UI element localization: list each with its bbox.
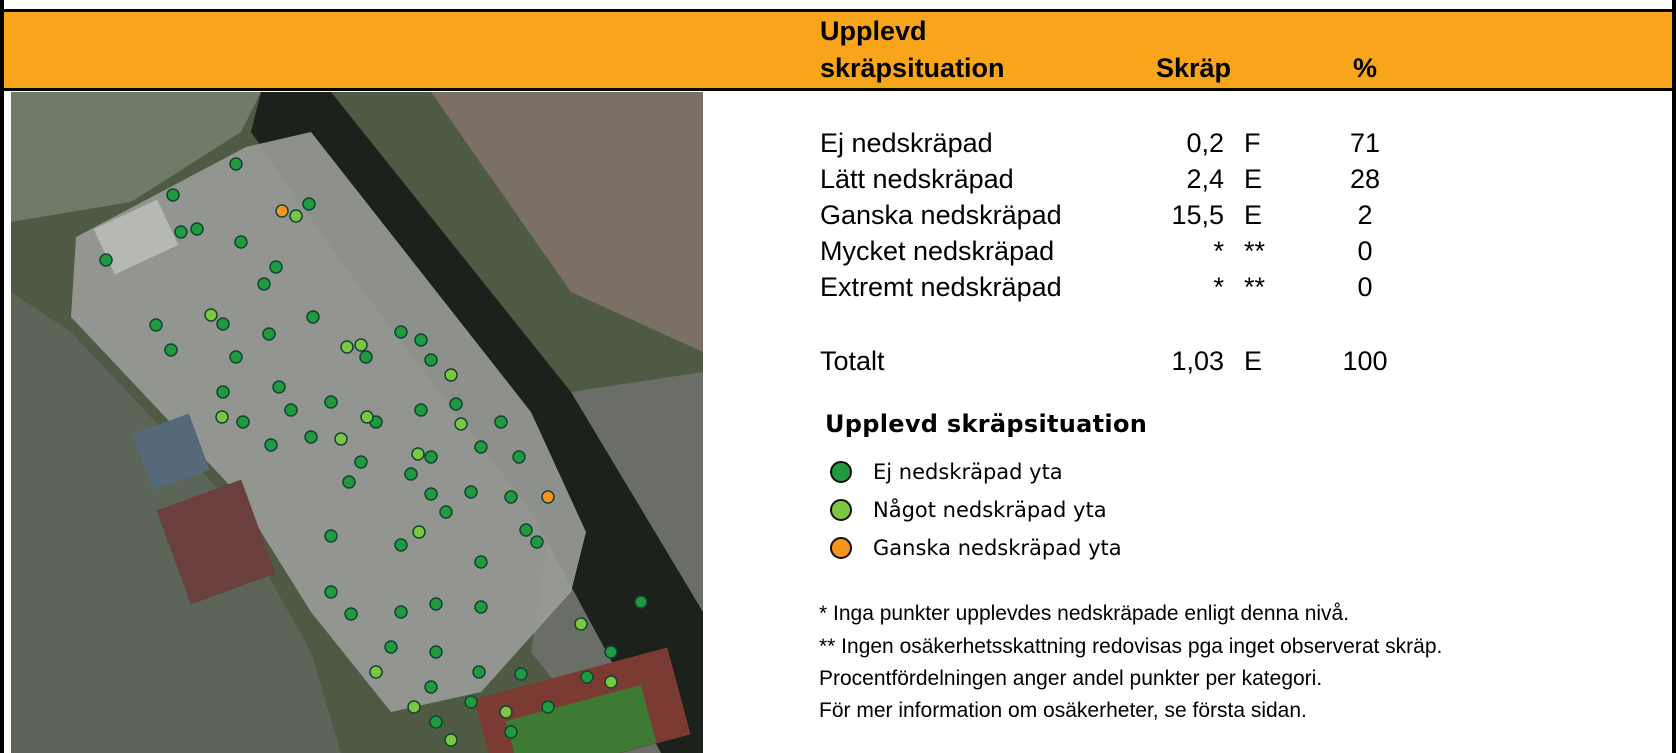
row-percent: 28: [1325, 161, 1405, 197]
page: Upplevd skräpsituation Skräp %: [0, 0, 1676, 753]
row-grade: **: [1244, 233, 1265, 269]
legend-label: Ej nedskräpad yta: [873, 458, 1063, 486]
legend-marker: [830, 461, 852, 483]
header-percent: %: [1340, 50, 1390, 87]
footnote: Procentfördelningen anger andel punkter …: [819, 665, 1322, 693]
row-percent: 2: [1325, 197, 1405, 233]
row-percent: 0: [1325, 233, 1405, 269]
row-grade: E: [1244, 161, 1262, 197]
row-label: Lätt nedskräpad: [820, 161, 1014, 197]
legend-title: Upplevd skräpsituation: [825, 410, 1147, 438]
row-grade: E: [1244, 197, 1262, 233]
total-grade: E: [1244, 343, 1262, 379]
total-percent: 100: [1325, 343, 1405, 379]
row-label: Mycket nedskräpad: [820, 233, 1054, 269]
row-value: *: [1120, 269, 1224, 305]
row-grade: **: [1244, 269, 1265, 305]
total-value: 1,03: [1120, 343, 1224, 379]
legend-label: Något nedskräpad yta: [873, 496, 1107, 524]
aerial-map: [11, 92, 703, 753]
row-grade: F: [1244, 125, 1261, 161]
legend-label: Ganska nedskräpad yta: [873, 534, 1122, 562]
legend-marker: [830, 537, 852, 559]
row-value: *: [1120, 233, 1224, 269]
footnote: ** Ingen osäkerhetsskattning redovisas p…: [819, 633, 1442, 661]
row-label: Extremt nedskräpad: [820, 269, 1062, 305]
footnote: För mer information om osäkerheter, se f…: [819, 697, 1307, 725]
header-value: Skräp: [1156, 50, 1231, 87]
header-category: Upplevd skräpsituation: [820, 13, 1050, 87]
row-label: Ej nedskräpad: [820, 125, 993, 161]
row-label: Ganska nedskräpad: [820, 197, 1062, 233]
legend-marker: [830, 499, 852, 521]
total-label: Totalt: [820, 343, 885, 379]
row-value: 2,4: [1120, 161, 1224, 197]
row-percent: 71: [1325, 125, 1405, 161]
row-percent: 0: [1325, 269, 1405, 305]
footnote: * Inga punkter upplevdes nedskräpade enl…: [819, 600, 1349, 628]
row-value: 0,2: [1120, 125, 1224, 161]
row-value: 15,5: [1120, 197, 1224, 233]
